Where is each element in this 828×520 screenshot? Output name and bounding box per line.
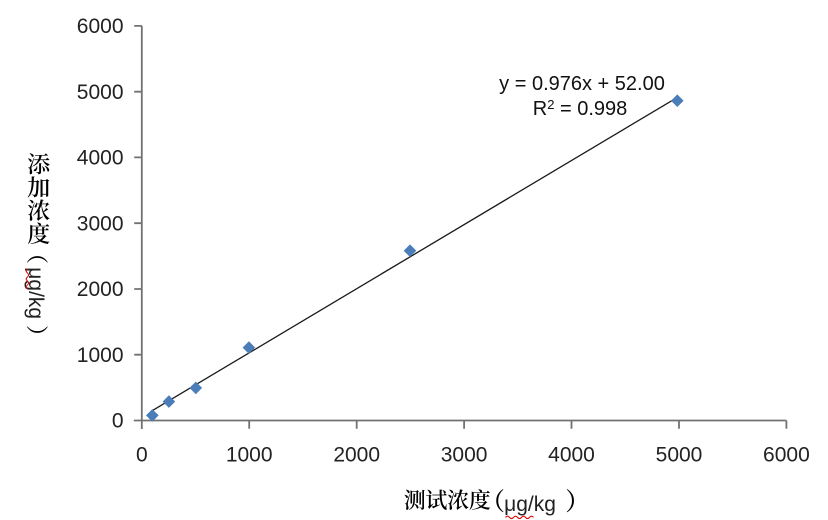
svg-text:2000: 2000 <box>333 443 380 466</box>
svg-text:μg/kg: μg/kg <box>24 267 47 319</box>
svg-text:6000: 6000 <box>77 15 124 38</box>
svg-text:6000: 6000 <box>763 443 810 466</box>
svg-text:3000: 3000 <box>441 443 488 466</box>
svg-text:μg/kg: μg/kg <box>504 493 556 516</box>
svg-text:R2 = 0.998: R2 = 0.998 <box>533 97 628 120</box>
svg-text:y = 0.976x + 52.00: y = 0.976x + 52.00 <box>499 73 665 95</box>
svg-text:5000: 5000 <box>77 81 124 104</box>
svg-text:4000: 4000 <box>548 443 595 466</box>
svg-text:4000: 4000 <box>77 147 124 170</box>
svg-text:2000: 2000 <box>77 278 124 301</box>
svg-text:0: 0 <box>136 443 148 466</box>
svg-text:1000: 1000 <box>226 443 273 466</box>
svg-text:3000: 3000 <box>77 212 124 235</box>
svg-text:1000: 1000 <box>77 344 124 367</box>
svg-text:0: 0 <box>112 410 124 433</box>
svg-text:5000: 5000 <box>656 443 703 466</box>
